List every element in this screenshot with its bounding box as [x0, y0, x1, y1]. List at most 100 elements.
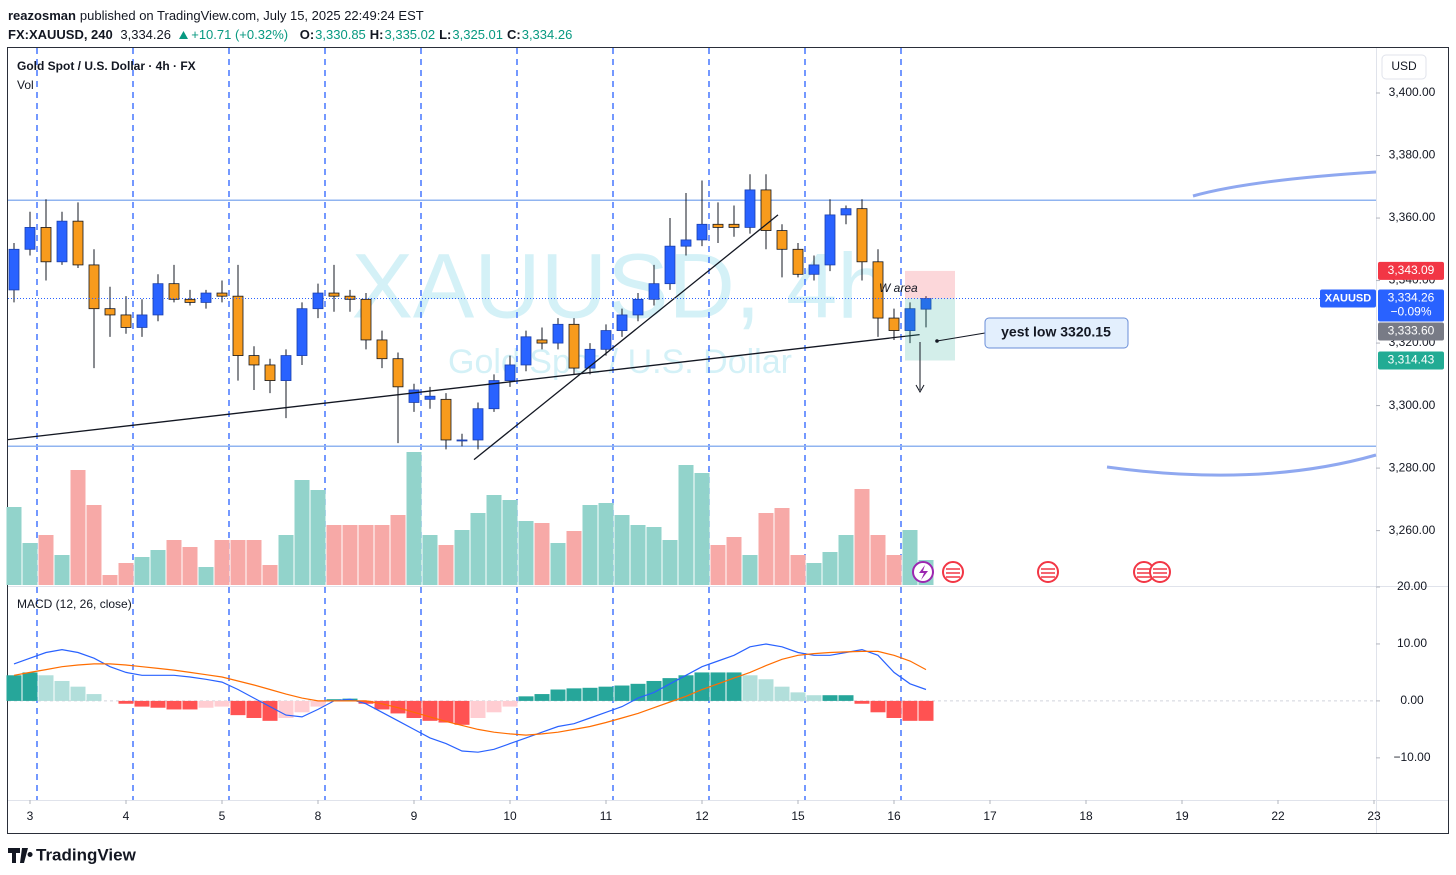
- annotation: W area: [879, 281, 918, 295]
- candle-body: [680, 239, 692, 247]
- volume-bar: [742, 555, 758, 585]
- volume-bar: [326, 525, 342, 585]
- macd-hist: [886, 700, 902, 718]
- y-tick-label: 3,360.00: [1389, 210, 1436, 224]
- macd-macd-line: [13, 643, 927, 753]
- volume-bar: [710, 545, 726, 585]
- price-tag-label: 3,334.26: [1388, 291, 1435, 305]
- macd-hist: [614, 685, 630, 701]
- ohlc: O:3,330.85 H:3,335.02 L:3,325.01 C:3,334.26: [300, 27, 577, 42]
- ohlc-value: 3,334.26: [521, 27, 573, 42]
- macd-hist: [694, 672, 710, 701]
- volume-bar: [806, 563, 822, 585]
- candle-body: [56, 220, 68, 263]
- candle-body: [168, 283, 180, 300]
- volume-bar: [758, 513, 774, 585]
- macd-y-tick-label: −10.00: [1393, 750, 1430, 764]
- y-tick-label: 3,400.00: [1389, 85, 1436, 99]
- candle-body: [200, 292, 212, 303]
- macd-hist: [262, 700, 278, 721]
- volume-bar: [6, 507, 22, 585]
- symbol-tag-label: XAUUSD: [1325, 292, 1372, 304]
- macd-title: MACD (12, 26, close): [17, 597, 132, 611]
- candle-body: [216, 292, 228, 297]
- candle-body: [232, 295, 244, 356]
- candle-body: [8, 248, 20, 291]
- candle-body: [696, 223, 708, 241]
- lightning: [919, 565, 928, 580]
- candle-body: [600, 330, 612, 350]
- candle-body: [824, 214, 836, 266]
- drawing-curve: [1106, 453, 1377, 477]
- macd-hist: [486, 700, 502, 713]
- price-tag-label: 3,343.09: [1388, 263, 1435, 277]
- candle-body: [472, 408, 484, 441]
- ohlc-key: L:: [439, 27, 452, 42]
- macd-hist: [310, 700, 326, 707]
- ohlc-value: 3,330.85: [315, 27, 366, 42]
- macd-hist: [134, 700, 150, 707]
- price-tag: [1378, 261, 1444, 280]
- x-tick-label: 4: [123, 809, 130, 823]
- macd-hist: [182, 700, 198, 710]
- volume-bar: [22, 543, 38, 585]
- volume-label: Vol: [17, 78, 34, 92]
- currency-button[interactable]: [1381, 54, 1427, 80]
- x-tick-label: 5: [219, 809, 226, 823]
- volume-bar: [486, 495, 502, 585]
- x-tick-label: 19: [1175, 809, 1189, 823]
- callout-text: yest low 3320.15: [1001, 324, 1111, 340]
- volume-bar: [854, 489, 870, 585]
- symbol: FX:XAUUSD, 240: [8, 27, 113, 42]
- volume-bar: [870, 535, 886, 585]
- x-tick-label: 15: [791, 809, 805, 823]
- macd-hist: [326, 699, 342, 701]
- macd-hist: [38, 675, 54, 701]
- y-tick-label: 3,380.00: [1389, 148, 1436, 162]
- drawing-curve: [1192, 170, 1377, 198]
- macd-hist: [678, 675, 694, 701]
- candle-body: [856, 208, 868, 263]
- volume-bar: [790, 555, 806, 585]
- ohlc-key: C:: [507, 27, 521, 42]
- footer: TradingView: [8, 845, 137, 864]
- macd-hist: [790, 692, 806, 701]
- macd-hist: [406, 700, 422, 718]
- volume-bar: [166, 540, 182, 585]
- volume-bar: [598, 503, 614, 585]
- x-tick-label: 23: [1367, 809, 1381, 823]
- volume-bar: [262, 565, 278, 585]
- macd-hist: [854, 700, 870, 704]
- volume-bar: [646, 527, 662, 585]
- macd-hist: [838, 695, 854, 701]
- candle-body: [136, 314, 148, 328]
- volume-bar: [310, 490, 326, 585]
- candle-body: [776, 230, 788, 250]
- watermark: XAUUSD, 4h Gold Spot / U.S. Dollar: [352, 235, 889, 381]
- currency[interactable]: USD: [1391, 59, 1417, 73]
- watermark-name: Gold Spot / U.S. Dollar: [448, 343, 792, 381]
- volume-bar: [726, 537, 742, 585]
- published: published on TradingView.com, July 15, 2…: [79, 8, 424, 23]
- x-tick-label: 3: [27, 809, 34, 823]
- candle-body: [104, 308, 116, 316]
- x-tick-label: 10: [503, 809, 517, 823]
- candle-body: [392, 358, 404, 388]
- candle-body: [520, 336, 532, 366]
- volume-bar: [102, 575, 118, 585]
- candle-body: [616, 314, 628, 331]
- candle-body: [456, 439, 468, 442]
- symbol-tag: [1320, 289, 1376, 308]
- macd-y-tick-label: 10.00: [1397, 636, 1427, 650]
- volume-bar: [70, 470, 86, 585]
- macd-hist: [6, 675, 22, 701]
- last-price: 3,334.26: [120, 27, 171, 42]
- macd-y-tick-label: 20.00: [1397, 579, 1427, 593]
- volume-bar: [38, 535, 54, 585]
- stop-zone: [905, 270, 955, 299]
- candle-body: [648, 283, 660, 300]
- macd-hist: [742, 675, 758, 701]
- candle-body: [280, 355, 292, 381]
- symbol-row: FX:XAUUSD, 240 3,334.26 +10.71 (+0.32%) …: [8, 25, 580, 44]
- candle-body: [568, 323, 580, 369]
